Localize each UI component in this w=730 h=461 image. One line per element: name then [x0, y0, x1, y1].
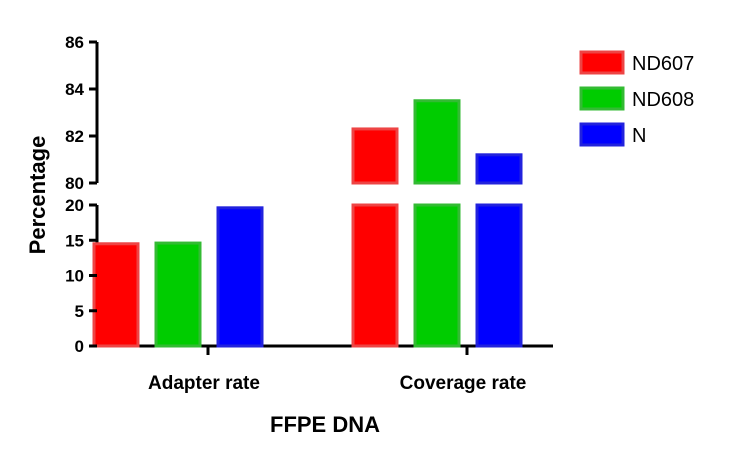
bar-lower-ND607-coverage-rate: [351, 203, 399, 348]
legend-label: N: [632, 125, 646, 147]
y-tick-label: 20: [65, 196, 84, 215]
y-tick-label: 0: [75, 337, 84, 356]
tick-labels: 0 5 10 15 20 80 82 84 86: [65, 33, 97, 356]
legend: ND607 ND608 N: [579, 50, 694, 147]
bar-upper-N-coverage-rate: [475, 153, 523, 185]
y-tick-label: 84: [65, 80, 84, 99]
legend-item-nd608: ND608: [579, 86, 694, 111]
y-axis-title: Percentage: [25, 136, 50, 255]
y-tick-label: 80: [65, 174, 84, 193]
bar-upper-ND608-coverage-rate: [413, 99, 461, 185]
category-labels: Adapter rate Coverage rate: [148, 346, 526, 394]
bar-upper-ND607-coverage-rate: [351, 127, 399, 185]
y-tick-label: 5: [75, 302, 84, 321]
legend-label: ND608: [632, 89, 694, 111]
y-tick-label: 82: [65, 127, 84, 146]
legend-swatch: [579, 86, 625, 111]
bar-lower-N-coverage-rate: [475, 203, 523, 348]
y-tick-label: 86: [65, 33, 84, 52]
legend-label: ND607: [632, 53, 694, 75]
x-category-label: Coverage rate: [400, 373, 527, 394]
x-axis-title: FFPE DNA: [270, 412, 380, 437]
legend-item-nd607: ND607: [579, 50, 694, 75]
legend-swatch: [579, 122, 625, 147]
x-category-label: Adapter rate: [148, 373, 260, 394]
y-tick-label: 15: [65, 231, 84, 250]
bar-ND607-adapter-rate: [92, 242, 140, 348]
bar-N-adapter-rate: [216, 206, 264, 348]
bar-lower-ND608-coverage-rate: [413, 203, 461, 348]
bar-ND608-adapter-rate: [154, 241, 202, 348]
legend-item-n: N: [579, 122, 646, 147]
legend-swatch: [579, 50, 625, 75]
y-tick-label: 10: [65, 267, 84, 286]
bars: [92, 99, 523, 348]
